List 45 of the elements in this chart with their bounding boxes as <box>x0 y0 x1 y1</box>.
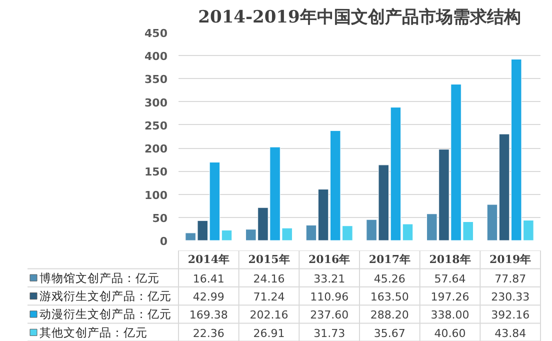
y-tick-label: 250 <box>144 119 168 132</box>
data-label: 24.16 <box>253 272 285 286</box>
x-tick-label: 2014年 <box>188 253 230 266</box>
data-label: 26.91 <box>253 326 285 340</box>
legend-label: 其他文创产品：亿元 <box>40 325 148 340</box>
x-tick-label: 2019年 <box>490 253 532 266</box>
data-label: 42.99 <box>192 290 224 304</box>
data-label: 35.67 <box>374 326 406 340</box>
y-tick-label: 100 <box>144 188 168 202</box>
data-label: 338.00 <box>430 308 470 322</box>
data-label: 57.64 <box>434 272 466 286</box>
legend-label: 博物馆文创产品：亿元 <box>40 270 160 285</box>
x-tick-label: 2015年 <box>248 253 290 266</box>
data-label: 71.24 <box>253 290 285 304</box>
legend-label: 游戏衍生文创产品：亿元 <box>40 289 172 303</box>
x-tick-label: 2017年 <box>368 253 410 266</box>
y-tick-label: 150 <box>144 166 168 179</box>
y-tick-label: 400 <box>144 50 168 64</box>
x-tick-label: 2016年 <box>308 253 350 266</box>
data-label: 16.41 <box>192 272 224 286</box>
y-tick-label: 50 <box>152 212 168 225</box>
data-label: 202.16 <box>250 308 288 322</box>
y-tick-label: 300 <box>144 96 168 110</box>
data-label: 40.60 <box>434 326 466 340</box>
data-label: 43.84 <box>494 326 526 340</box>
chart-title: 2014-2019年中国文创产品市场需求结构 <box>198 8 521 28</box>
y-tick-label: 350 <box>144 73 168 86</box>
data-label: 230.33 <box>491 290 530 304</box>
data-label: 110.96 <box>310 290 349 304</box>
data-label: 197.26 <box>430 290 470 304</box>
y-tick-label: 0 <box>160 235 168 248</box>
y-tick-label: 200 <box>144 142 168 156</box>
data-label: 45.26 <box>374 272 406 286</box>
data-label: 31.73 <box>314 326 346 340</box>
legend-label: 动漫衍生文创产品：亿元 <box>40 307 172 322</box>
data-label: 77.87 <box>494 272 526 286</box>
data-label: 163.50 <box>370 290 409 304</box>
data-label: 22.36 <box>192 326 224 340</box>
data-label: 33.21 <box>314 272 346 286</box>
data-label: 237.60 <box>310 308 349 322</box>
data-label: 288.20 <box>370 308 409 322</box>
data-label: 169.38 <box>189 308 228 322</box>
x-tick-label: 2018年 <box>429 253 471 266</box>
y-tick-label: 450 <box>144 27 168 40</box>
data-label: 392.16 <box>491 308 530 322</box>
